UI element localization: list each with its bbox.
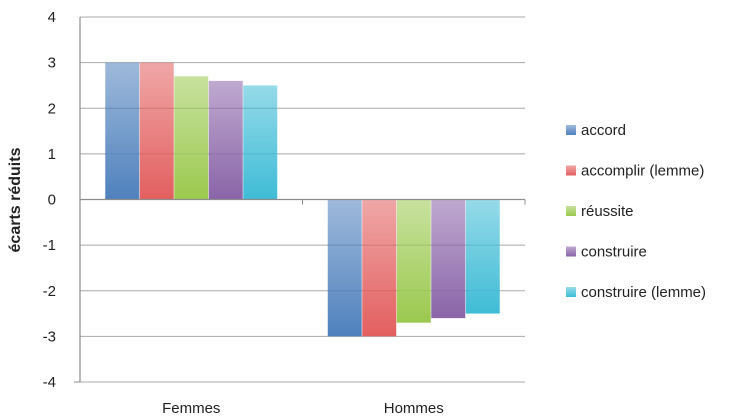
bar-hommes-5 [465, 199, 500, 314]
bar-hommes-3 [396, 199, 431, 323]
bar-femmes-2 [139, 62, 174, 200]
y-tick-label: 3 [48, 55, 56, 72]
bar-femmes-4 [208, 80, 243, 200]
legend-swatch [566, 165, 576, 176]
legend-label: construire [581, 244, 647, 261]
y-tick-label: 2 [48, 100, 56, 117]
y-tick-label: 0 [48, 192, 56, 209]
legend-swatch [566, 125, 576, 135]
legend-swatch [566, 206, 576, 216]
y-axis-tick-labels: -4 -3 -2 -1 0 1 2 3 4 [43, 9, 56, 391]
bar-hommes-2 [362, 199, 397, 337]
bar-femmes-1 [105, 62, 140, 200]
legend-label: construire (lemme) [581, 284, 706, 301]
legend-label: accomplir (lemme) [581, 163, 704, 180]
x-category-label: Hommes [384, 400, 444, 417]
legend-label: réussite [581, 203, 634, 220]
y-axis-title: écarts réduits [7, 147, 24, 252]
bar-hommes-4 [431, 199, 466, 319]
legend-swatch [566, 287, 576, 297]
legend-label: accord [581, 122, 626, 139]
bar-femmes-3 [174, 76, 209, 200]
y-tick-label: 1 [48, 146, 56, 163]
x-category-label: Femmes [162, 400, 220, 417]
axes [74, 17, 526, 383]
x-axis-category-labels: Femmes Hommes [162, 400, 444, 417]
y-tick-label: -4 [43, 374, 56, 391]
bar-femmes-5 [243, 85, 278, 200]
y-tick-label: -1 [43, 237, 56, 254]
legend-swatch [566, 246, 576, 257]
legend: accord accomplir (lemme) réussite construir… [566, 122, 706, 301]
y-tick-label: -2 [43, 283, 56, 300]
y-tick-label: -3 [43, 328, 56, 345]
bars [105, 62, 500, 337]
y-tick-label: 4 [48, 9, 56, 26]
bar-hommes-1 [327, 199, 362, 337]
